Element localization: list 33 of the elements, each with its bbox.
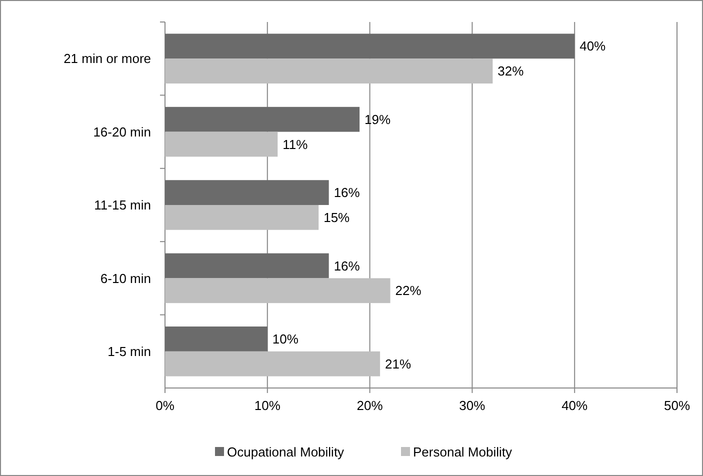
y-tick-label: 11-15 min — [94, 198, 151, 213]
x-tick-label: 50% — [664, 398, 690, 413]
data-label: 40% — [580, 38, 606, 54]
bar — [165, 278, 390, 304]
data-label: 15% — [324, 210, 350, 225]
data-label: 19% — [364, 112, 392, 127]
data-label: 22% — [395, 283, 422, 298]
data-label: 10% — [272, 332, 299, 347]
bar — [165, 132, 278, 157]
data-label: 11% — [282, 136, 308, 152]
x-tick-label: 0% — [156, 398, 175, 413]
bar — [165, 205, 319, 230]
legend-label: Ocupational Mobility — [227, 444, 345, 460]
bar — [165, 180, 329, 205]
x-tick-label: 10% — [254, 398, 281, 413]
y-tick-label: 1-5 min — [108, 344, 151, 359]
data-label: 16% — [334, 258, 360, 274]
x-tick-label: 30% — [459, 398, 486, 413]
x-tick-label: 40% — [562, 398, 588, 413]
y-tick-label: 16-20 min — [93, 124, 151, 140]
data-label: 21% — [385, 356, 412, 372]
bar — [165, 106, 360, 132]
data-label: 16% — [334, 185, 360, 200]
x-tick-label: 20% — [356, 398, 384, 413]
data-label: 32% — [498, 64, 524, 79]
y-tick-label: 21 min or more — [64, 51, 151, 66]
bar — [165, 34, 575, 59]
bar — [165, 253, 329, 278]
bar — [165, 58, 493, 84]
bar — [165, 326, 268, 352]
legend-label: Personal Mobility — [413, 444, 512, 460]
bar — [165, 351, 380, 376]
y-tick-label: 6-10 min — [100, 270, 151, 286]
